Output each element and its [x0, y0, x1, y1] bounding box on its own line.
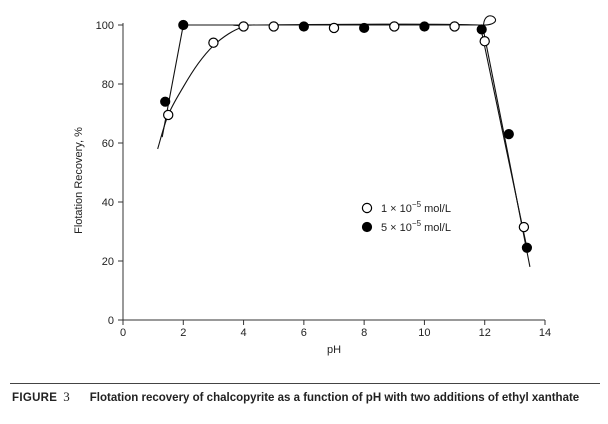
data-point-filled	[359, 22, 370, 34]
x-tick-label: 10	[418, 327, 430, 339]
data-point-open	[328, 22, 340, 34]
y-tick-label: 20	[102, 256, 114, 268]
data-point-open	[163, 109, 174, 121]
figure-number: 3	[63, 389, 70, 404]
y-tick-label: 40	[102, 197, 114, 209]
legend-marker-filled	[361, 221, 373, 233]
x-tick-label: 6	[301, 327, 307, 339]
x-tick-label: 8	[361, 327, 367, 339]
chart: 0 2 4 6 8 10 12 14 0 20 40 60 80 100 1 × 10−5 mol/L 5 …	[73, 15, 551, 356]
data-point-open	[518, 221, 530, 233]
fit-curve-open	[157, 15, 531, 268]
figure-caption: FIGURE 3 Flotation recovery of chalcopyrit…	[12, 390, 598, 405]
x-tick-label: 4	[241, 327, 247, 339]
x-axis-title: pH	[327, 344, 341, 356]
data-point-open	[208, 37, 219, 48]
data-point-open	[268, 21, 279, 32]
y-tick-label: 80	[102, 79, 114, 91]
data-point-filled	[160, 96, 171, 107]
data-point-filled	[178, 19, 189, 31]
legend: 1 × 10−5 mol/L 5 × 10−5 mol/L	[361, 200, 451, 234]
data-point-filled	[298, 21, 309, 32]
data-points	[160, 19, 533, 253]
x-tick-label: 14	[539, 327, 551, 339]
data-point-filled	[503, 129, 514, 140]
y-tick-label: 0	[108, 315, 114, 327]
data-point-open	[479, 36, 490, 47]
x-tick-label: 0	[120, 327, 126, 339]
x-tick-label: 2	[180, 327, 186, 339]
data-point-filled	[419, 21, 430, 32]
data-point-filled	[521, 242, 533, 253]
data-point-open	[389, 21, 400, 32]
fit-curve-filled	[161, 24, 528, 248]
axes: 0 2 4 6 8 10 12 14 0 20 40 60 80 100	[96, 20, 551, 339]
y-tick-label: 100	[96, 20, 114, 32]
legend-marker-open	[361, 202, 373, 214]
caption-divider	[10, 383, 600, 384]
y-axis-title: Flotation Recovery, %	[73, 127, 85, 234]
data-point-open	[238, 21, 249, 32]
data-point-filled	[476, 24, 487, 35]
fit-curves	[157, 15, 531, 268]
caption-text: Flotation recovery of chalcopyrite as a …	[89, 392, 580, 404]
x-tick-label: 12	[479, 327, 491, 339]
data-point-open	[449, 21, 460, 32]
y-tick-label: 60	[102, 138, 114, 150]
legend-label: 1 × 10−5 mol/L	[381, 200, 451, 215]
figure-label: FIGURE	[12, 392, 58, 404]
legend-label: 5 × 10−5 mol/L	[381, 219, 451, 234]
